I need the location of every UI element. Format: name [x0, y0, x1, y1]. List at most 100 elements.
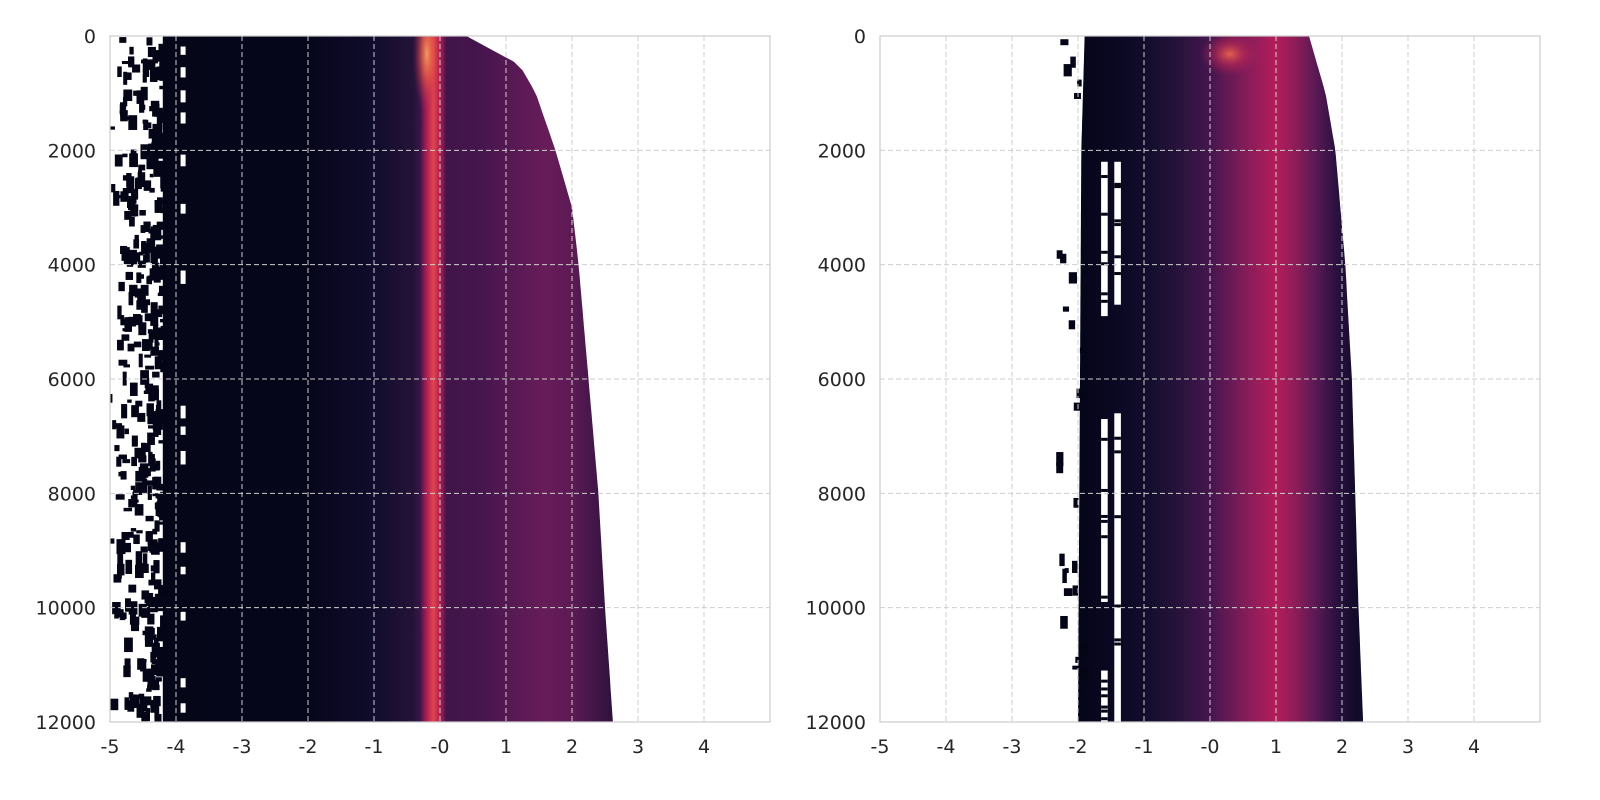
left-scatter-cell — [140, 659, 147, 672]
left-scatter-cell — [113, 574, 122, 583]
right-gap-break — [1101, 595, 1108, 599]
left-scatter-cell — [123, 258, 128, 265]
right-scatter-cell — [1081, 645, 1088, 656]
left-scatter-cell — [158, 538, 166, 552]
left-scatter-cell — [130, 624, 140, 632]
left-scatter-cell — [136, 252, 141, 262]
right-x-tick-label: 3 — [1402, 736, 1414, 758]
right-gap-break — [1101, 694, 1108, 698]
left-scatter-cell — [160, 618, 165, 629]
left-scatter-cell — [142, 696, 152, 706]
left-scatter-cell — [156, 132, 164, 147]
left-scatter-cell — [122, 153, 128, 158]
left-scatter-cell — [135, 482, 143, 495]
left-gap-cell — [180, 542, 186, 553]
left-scatter-cell — [156, 244, 165, 259]
right-y-tick-label: 10000 — [806, 598, 866, 620]
left-scatter-cell — [142, 74, 147, 83]
left-scatter-cell — [138, 322, 147, 336]
left-scatter-cell — [158, 632, 168, 639]
left-scatter-cell — [121, 61, 131, 65]
left-scatter-cell — [140, 370, 149, 385]
right-y-tick-label: 8000 — [818, 483, 866, 505]
left-scatter-cell — [135, 400, 143, 407]
left-scatter-cell — [141, 478, 148, 494]
left-scatter-cell — [148, 451, 153, 467]
left-y-tick-label: 8000 — [48, 483, 96, 505]
left-scatter-cell — [140, 546, 148, 553]
right-scatter-cell — [1060, 253, 1067, 264]
left-scatter-cell — [123, 89, 133, 102]
right-scatter-cell — [1073, 402, 1082, 411]
left-scatter-cell — [116, 425, 125, 439]
left-scatter-cell — [142, 553, 148, 567]
right-scatter-cell — [1059, 553, 1065, 567]
left-scatter-cell — [150, 664, 158, 675]
left-scatter-cell — [147, 275, 155, 281]
left-scatter-cell — [156, 147, 165, 159]
left-x-tick-label: -3 — [233, 736, 252, 758]
left-scatter-cell — [147, 329, 153, 334]
left-scatter-cell — [154, 327, 164, 340]
right-x-tick-label: -2 — [1069, 736, 1088, 758]
left-scatter-cell — [119, 613, 126, 621]
left-scatter-cell — [122, 175, 130, 181]
left-scatter-cell — [159, 594, 164, 600]
left-scatter-cell — [160, 174, 166, 189]
left-scatter-cell — [134, 288, 142, 298]
right-gap-band — [1101, 161, 1108, 317]
left-scatter-cell — [129, 694, 138, 709]
left-scatter-cell — [152, 679, 160, 691]
left-scatter-cell — [150, 565, 157, 572]
left-scatter-cell — [115, 609, 124, 618]
left-scatter-cell — [146, 468, 151, 477]
right-scatter-cell — [1060, 39, 1069, 46]
left-scatter-cell — [128, 531, 134, 538]
left-scatter-cell — [158, 305, 164, 313]
left-scatter-cell — [149, 173, 154, 178]
left-scatter-cell — [124, 317, 133, 332]
left-scatter-cell — [138, 353, 143, 368]
left-scatter-cell — [152, 371, 160, 378]
left-scatter-cell — [117, 66, 122, 78]
right-x-tick-label: 1 — [1270, 736, 1282, 758]
left-gridlines — [110, 36, 770, 722]
left-scatter-cell — [122, 371, 127, 386]
left-scatter-cell — [145, 443, 150, 449]
right-gap-break — [1101, 262, 1108, 266]
left-scatter-cell — [151, 572, 156, 584]
left-scatter-cell — [124, 697, 129, 710]
left-scatter-cell — [149, 106, 155, 112]
left-scatter-cell — [159, 62, 164, 76]
left-scatter-cell — [110, 394, 113, 403]
left-x-tick-label: 4 — [698, 736, 710, 758]
left-scatter-cell — [150, 655, 156, 663]
left-scatter-cell — [156, 115, 163, 130]
left-scatter-cell — [149, 433, 159, 437]
right-scatter-cell — [1060, 615, 1068, 629]
left-scatter-cell — [123, 71, 128, 85]
left-scatter-cell — [132, 64, 141, 73]
left-scatter-cell — [130, 205, 137, 217]
left-gap-cell — [180, 270, 186, 284]
right-gap-break — [1114, 223, 1121, 227]
left-scatter-cell — [144, 626, 154, 641]
left-scatter-cell — [126, 253, 134, 267]
left-scatter-cell — [159, 235, 169, 239]
right-scatter-cell — [1068, 320, 1076, 330]
right-gap-break — [1114, 604, 1121, 608]
right-scatter-cell — [1072, 585, 1079, 596]
left-scatter-cell — [159, 85, 165, 90]
left-scatter-cell — [159, 254, 168, 269]
left-scatter-cell — [140, 86, 148, 101]
left-scatter-cell — [150, 346, 159, 356]
left-scatter-cell — [159, 516, 164, 521]
left-scatter-cell — [128, 601, 138, 615]
left-scatter-cell — [123, 507, 133, 512]
left-y-tick-label: 0 — [84, 26, 96, 48]
left-scatter-cell — [150, 669, 155, 684]
left-scatter-cell — [137, 293, 146, 307]
left-scatter-cell — [150, 315, 159, 326]
left-scatter-cell — [144, 638, 154, 647]
left-scatter-cell — [154, 336, 159, 349]
